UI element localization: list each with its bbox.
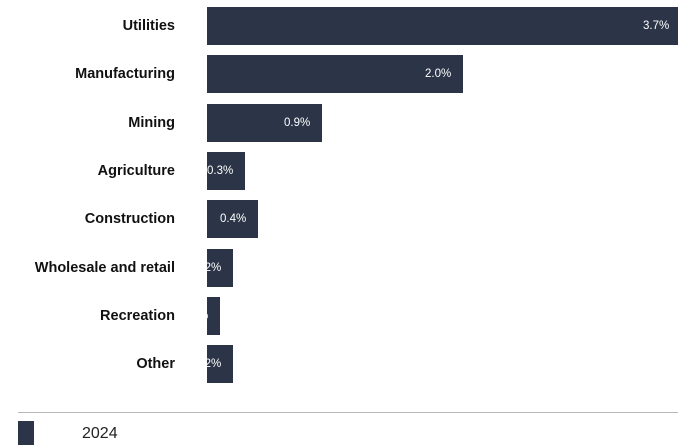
- legend-divider: [18, 412, 678, 413]
- data-label: 0.9%: [284, 116, 311, 129]
- bar: 0.2%: [207, 345, 233, 384]
- data-label: 0.1%: [207, 297, 208, 335]
- data-label: 2.0%: [425, 68, 452, 81]
- bar: 0.1%: [207, 296, 220, 335]
- category-label: Manufacturing: [75, 66, 175, 83]
- data-label: 0.2%: [207, 358, 222, 371]
- category-label: Mining: [128, 114, 175, 131]
- category-label: Utilities: [122, 18, 175, 34]
- bar: 0.2%: [207, 248, 233, 287]
- bar: 0.3%: [207, 151, 245, 190]
- category-label: Other: [136, 356, 175, 373]
- bar: 0.9%: [207, 103, 322, 142]
- legend-swatch: [18, 421, 34, 445]
- data-label: 0.4%: [220, 213, 247, 226]
- data-label: 0.3%: [207, 164, 234, 177]
- bar: 2.0%: [207, 55, 463, 94]
- category-label: Recreation: [100, 307, 175, 324]
- data-label: 3.7%: [643, 20, 670, 32]
- bar-chart: Utilities 3.7% Manufacturing 2.0% Mining 0.9%…: [34, 7, 678, 384]
- category-label: Wholesale and retail: [34, 259, 175, 276]
- bar: 0.4%: [207, 200, 258, 239]
- legend-label: 2024: [82, 425, 118, 442]
- category-label: Construction: [84, 211, 175, 228]
- bar: 3.7%: [207, 7, 678, 45]
- category-label: Agriculture: [97, 162, 175, 179]
- data-label: 0.2%: [207, 261, 222, 274]
